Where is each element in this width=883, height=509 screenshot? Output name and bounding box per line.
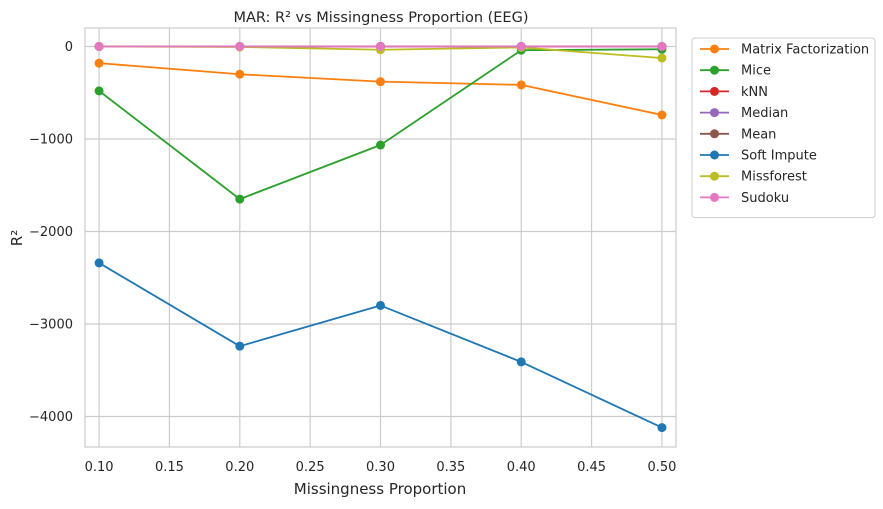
data-point-matrix-factorization xyxy=(516,80,526,90)
data-point-sudoku xyxy=(376,41,385,51)
x-tick-label: 0.30 xyxy=(366,460,395,475)
y-tick-label: −2000 xyxy=(29,225,73,240)
data-point-soft-impute xyxy=(94,258,104,268)
x-tick-label: 0.10 xyxy=(85,460,114,475)
data-point-missforest xyxy=(657,53,667,63)
legend-marker xyxy=(710,171,719,181)
x-tick-label: 0.50 xyxy=(647,460,676,475)
legend-marker xyxy=(710,150,719,160)
legend-label: Median xyxy=(741,106,788,121)
data-point-soft-impute xyxy=(657,423,667,433)
legend-marker xyxy=(710,129,719,139)
series-soft-impute xyxy=(94,258,667,433)
data-point-soft-impute xyxy=(376,300,385,310)
legend-item-soft-impute: Soft Impute xyxy=(700,149,817,164)
legend-marker xyxy=(710,86,719,96)
x-axis-label: Missingness Proportion xyxy=(294,480,466,498)
axes: 0.10 0.15 0.20 0.25 0.30 0.35 0.40 0.45 0.50 0 −10… xyxy=(29,40,676,475)
legend-label: Missforest xyxy=(741,170,807,185)
data-point-mice xyxy=(235,194,245,204)
legend-marker xyxy=(710,44,719,54)
legend-item-mice: Mice xyxy=(700,64,771,79)
data-point-matrix-factorization xyxy=(376,77,385,87)
legend-item-matrix-factorization: Matrix Factorization xyxy=(700,43,869,58)
legend: Matrix Factorization Mice kNN Median Mean Sof… xyxy=(691,37,876,219)
legend-label: Matrix Factorization xyxy=(741,43,869,58)
y-tick-label: 0 xyxy=(65,40,73,55)
legend-label: kNN xyxy=(741,85,768,100)
y-axis-label: R² xyxy=(8,230,26,246)
data-point-soft-impute xyxy=(235,341,245,351)
x-tick-label: 0.25 xyxy=(296,460,325,475)
data-point-matrix-factorization xyxy=(235,69,245,79)
legend-marker xyxy=(710,192,719,202)
x-tick-label: 0.20 xyxy=(225,460,254,475)
data-point-sudoku xyxy=(235,41,245,51)
plot-frame xyxy=(84,27,677,448)
x-tick-label: 0.40 xyxy=(507,460,536,475)
chart-title: MAR: R² vs Missingness Proportion (EEG) xyxy=(234,10,529,26)
x-tick-label: 0.45 xyxy=(577,460,606,475)
series-lines xyxy=(94,41,667,433)
data-point-mice xyxy=(94,86,104,96)
data-point-mice xyxy=(376,140,385,150)
legend-box xyxy=(691,37,876,219)
legend-marker xyxy=(710,108,719,118)
legend-item-sudoku: Sudoku xyxy=(700,191,789,206)
data-point-soft-impute xyxy=(516,357,526,367)
data-point-sudoku xyxy=(657,41,667,51)
legend-label: Soft Impute xyxy=(741,149,817,164)
data-point-matrix-factorization xyxy=(94,58,104,68)
data-point-sudoku xyxy=(516,41,526,51)
legend-label: Sudoku xyxy=(741,191,789,206)
series-sudoku xyxy=(94,41,667,51)
data-point-matrix-factorization xyxy=(657,110,667,120)
x-tick-label: 0.35 xyxy=(436,460,465,475)
data-point-sudoku xyxy=(94,41,104,51)
y-tick-label: −3000 xyxy=(29,317,73,332)
legend-item-median: Median xyxy=(700,106,788,121)
legend-item-knn: kNN xyxy=(700,85,768,100)
legend-label: Mean xyxy=(741,127,776,142)
legend-item-missforest: Missforest xyxy=(700,170,807,185)
series-matrix-factorization xyxy=(94,58,667,120)
legend-label: Mice xyxy=(741,64,771,79)
y-tick-label: −1000 xyxy=(29,132,73,147)
legend-marker xyxy=(710,65,719,75)
x-tick-label: 0.15 xyxy=(155,460,184,475)
legend-item-mean: Mean xyxy=(700,127,776,142)
y-tick-label: −4000 xyxy=(29,410,73,425)
